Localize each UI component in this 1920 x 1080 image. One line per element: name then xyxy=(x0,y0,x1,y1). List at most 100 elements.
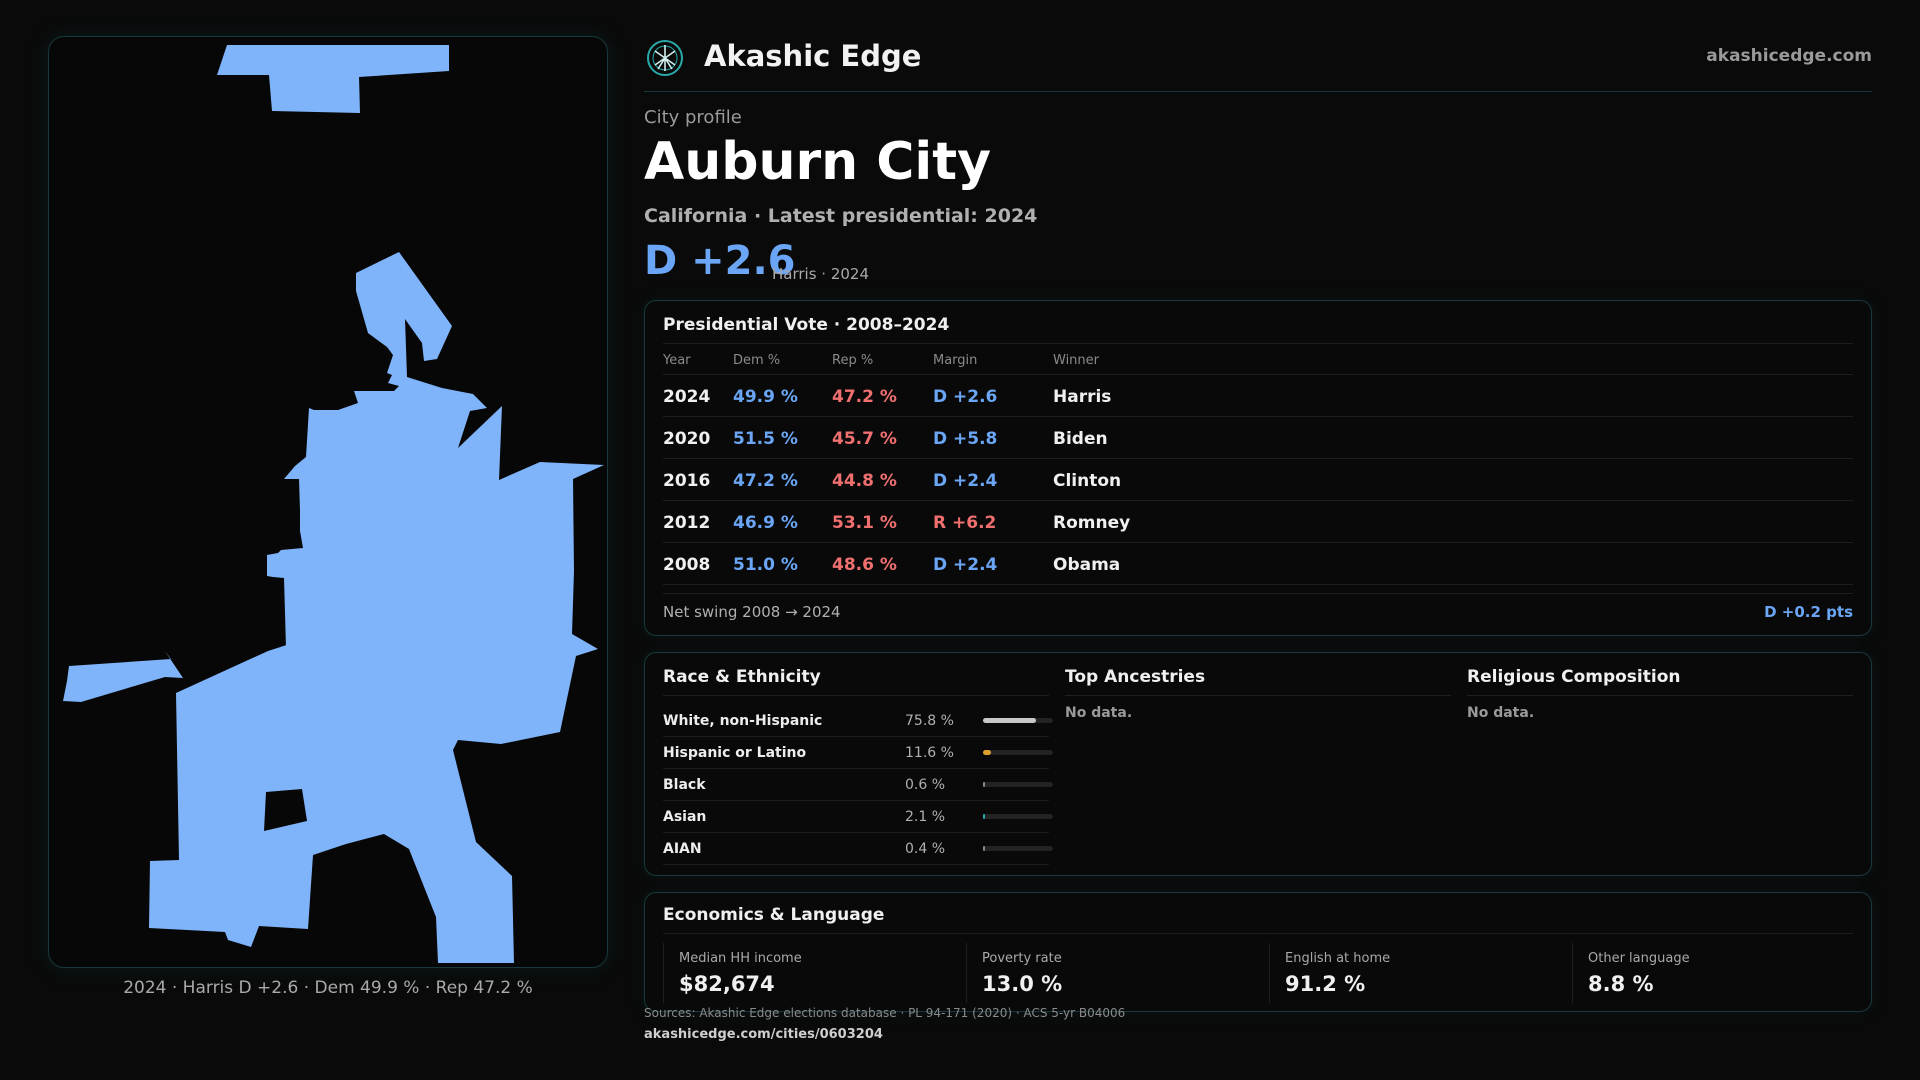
poverty-rate-stat: Poverty rate 13.0 % xyxy=(966,943,1256,1003)
religious-composition-title: Religious Composition xyxy=(1467,667,1681,687)
margin-cell: D +2.6 xyxy=(933,387,998,407)
table-row: 2008 51.0 % 48.6 % D +2.4 Obama xyxy=(663,543,1853,585)
race-row: White, non-Hispanic 75.8 % xyxy=(663,705,1053,737)
table-row: 2016 47.2 % 44.8 % D +2.4 Clinton xyxy=(663,459,1853,501)
margin-cell: D +2.4 xyxy=(933,471,998,491)
year-cell: 2012 xyxy=(663,513,711,533)
column-header-dem: Dem % xyxy=(733,353,781,368)
economics-language-card: Economics & Language Median HH income $8… xyxy=(644,892,1872,1012)
race-share-bar xyxy=(983,718,1053,723)
stat-label: English at home xyxy=(1285,951,1391,966)
english-at-home-stat: English at home 91.2 % xyxy=(1269,943,1559,1003)
stat-value: 8.8 % xyxy=(1588,972,1654,996)
winner-cell: Obama xyxy=(1053,555,1121,575)
dem-pct-cell: 51.5 % xyxy=(733,429,798,449)
stat-label: Other language xyxy=(1588,951,1690,966)
akashic-edge-logo-icon xyxy=(647,40,683,76)
sources-note: Sources: Akashic Edge elections database… xyxy=(644,1006,1126,1020)
race-row: Hispanic or Latino 11.6 % xyxy=(663,737,1053,769)
table-row: 2012 46.9 % 53.1 % R +6.2 Romney xyxy=(663,501,1853,543)
presidential-vote-table: Year Dem % Rep % Margin Winner 2024 49.9… xyxy=(663,349,1853,585)
margin-cell: R +6.2 xyxy=(933,513,997,533)
page-kicker: City profile xyxy=(644,107,742,128)
margin-cell: D +2.4 xyxy=(933,555,998,575)
race-share-bar xyxy=(983,814,1053,819)
year-cell: 2020 xyxy=(663,429,711,449)
race-label: AIAN xyxy=(663,841,702,857)
race-share-bar xyxy=(983,782,1053,787)
race-ethnicity-section: Race & Ethnicity White, non-Hispanic 75.8… xyxy=(663,667,1053,865)
race-label: White, non-Hispanic xyxy=(663,713,823,729)
page-subtitle: California · Latest presidential: 2024 xyxy=(644,205,1038,227)
table-header-row: Year Dem % Rep % Margin Winner xyxy=(663,349,1853,375)
headline-note: Harris · 2024 xyxy=(772,265,870,283)
column-header-year: Year xyxy=(663,353,691,368)
race-label: Asian xyxy=(663,809,707,825)
net-swing-label: Net swing 2008 → 2024 xyxy=(663,603,841,621)
winner-cell: Romney xyxy=(1053,513,1131,533)
race-percent: 0.6 % xyxy=(905,777,946,793)
stat-label: Median HH income xyxy=(679,951,802,966)
race-row: AIAN 0.4 % xyxy=(663,833,1053,865)
city-page-url-link[interactable]: akashicedge.com/cities/0603204 xyxy=(644,1027,883,1042)
rep-pct-cell: 47.2 % xyxy=(832,387,897,407)
race-share-bar xyxy=(983,846,1053,851)
year-cell: 2008 xyxy=(663,555,711,575)
winner-cell: Clinton xyxy=(1053,471,1122,491)
race-share-fill xyxy=(983,814,985,819)
dem-pct-cell: 49.9 % xyxy=(733,387,798,407)
religious-composition-section: Religious Composition No data. xyxy=(1467,667,1853,721)
dem-pct-cell: 51.0 % xyxy=(733,555,798,575)
presidential-vote-title: Presidential Vote · 2008–2024 xyxy=(663,315,950,335)
presidential-vote-card: Presidential Vote · 2008–2024 Year Dem %… xyxy=(644,300,1872,636)
race-share-fill xyxy=(983,782,985,787)
race-percent: 2.1 % xyxy=(905,809,946,825)
dem-pct-cell: 46.9 % xyxy=(733,513,798,533)
rep-pct-cell: 44.8 % xyxy=(832,471,897,491)
race-share-fill xyxy=(983,718,1037,723)
race-percent: 11.6 % xyxy=(905,745,954,761)
stat-value: 13.0 % xyxy=(982,972,1063,996)
stat-value: $82,674 xyxy=(679,972,775,996)
ancestries-empty-note: No data. xyxy=(1065,705,1133,721)
table-row: 2020 51.5 % 45.7 % D +5.8 Biden xyxy=(663,417,1853,459)
rep-pct-cell: 48.6 % xyxy=(832,555,897,575)
map-caption: 2024 · Harris D +2.6 · Dem 49.9 % · Rep … xyxy=(123,978,533,998)
race-ethnicity-title: Race & Ethnicity xyxy=(663,667,821,687)
race-share-bar xyxy=(983,750,1053,755)
page-title: Auburn City xyxy=(644,132,992,192)
column-header-winner: Winner xyxy=(1053,353,1100,368)
column-header-rep: Rep % xyxy=(832,353,874,368)
religion-empty-note: No data. xyxy=(1467,705,1535,721)
margin-cell: D +5.8 xyxy=(933,429,998,449)
brand-header: Akashic Edge akashicedge.com xyxy=(644,36,1872,92)
race-percent: 0.4 % xyxy=(905,841,946,857)
rep-pct-cell: 45.7 % xyxy=(832,429,897,449)
stat-value: 91.2 % xyxy=(1285,972,1366,996)
year-cell: 2016 xyxy=(663,471,711,491)
brand-url-link[interactable]: akashicedge.com xyxy=(1706,46,1872,66)
race-share-fill xyxy=(983,846,985,851)
brand-name: Akashic Edge xyxy=(704,39,922,73)
other-language-stat: Other language 8.8 % xyxy=(1572,943,1862,1003)
demographics-card: Race & Ethnicity White, non-Hispanic 75.8… xyxy=(644,652,1872,876)
winner-cell: Biden xyxy=(1053,429,1108,449)
winner-cell: Harris xyxy=(1053,387,1112,407)
dem-pct-cell: 47.2 % xyxy=(733,471,798,491)
race-label: Black xyxy=(663,777,706,793)
year-cell: 2024 xyxy=(663,387,711,407)
median-income-stat: Median HH income $82,674 xyxy=(663,943,953,1003)
headline-margin: D +2.6 xyxy=(644,238,796,284)
race-row: Asian 2.1 % xyxy=(663,801,1053,833)
city-boundary-shape xyxy=(63,45,604,963)
table-row: 2024 49.9 % 47.2 % D +2.6 Harris xyxy=(663,375,1853,417)
race-share-fill xyxy=(983,750,992,755)
top-ancestries-section: Top Ancestries No data. xyxy=(1065,667,1451,721)
race-label: Hispanic or Latino xyxy=(663,745,807,761)
economics-language-title: Economics & Language xyxy=(663,905,885,925)
race-percent: 75.8 % xyxy=(905,713,954,729)
city-boundary-map xyxy=(48,36,608,968)
rep-pct-cell: 53.1 % xyxy=(832,513,897,533)
stat-label: Poverty rate xyxy=(982,951,1062,966)
race-row: Black 0.6 % xyxy=(663,769,1053,801)
